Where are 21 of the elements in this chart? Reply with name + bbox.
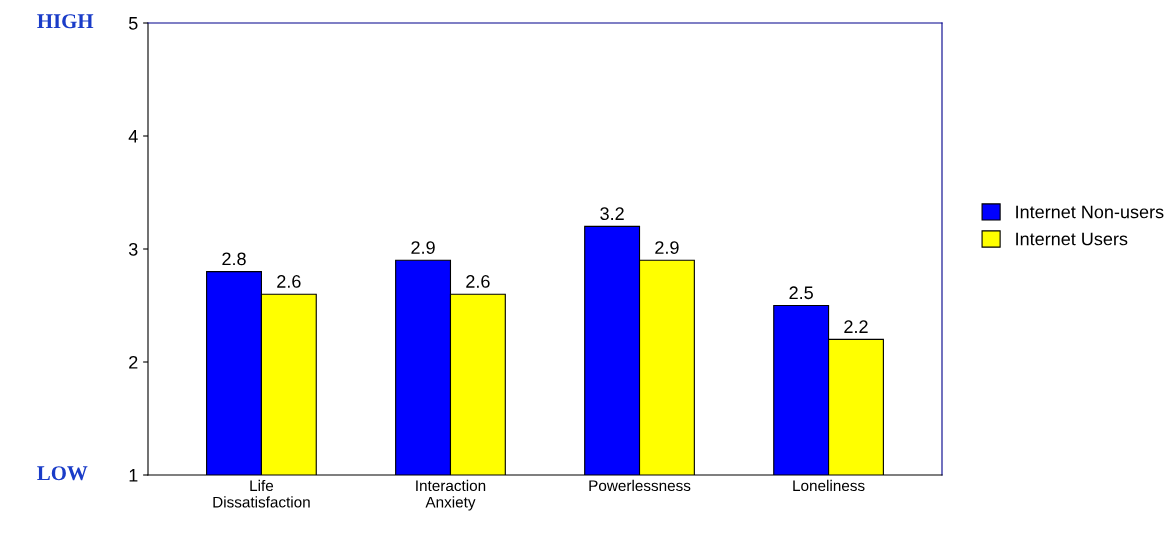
- data-label: 2.9: [655, 241, 679, 254]
- y-tick-label: 5: [128, 17, 138, 30]
- data-label: 2.8: [222, 252, 246, 266]
- legend-label: Internet Non-users: [1016, 205, 1164, 219]
- y-tick-label: 2: [129, 355, 138, 369]
- data-label: 2.6: [277, 275, 301, 288]
- data-label: 2.9: [411, 241, 435, 254]
- x-tick-label: Loneliness: [793, 479, 865, 492]
- data-label: 2.6: [466, 275, 490, 288]
- data-label: 2.2: [844, 320, 868, 333]
- text: LOW: [37, 466, 88, 481]
- y-tick-label: 4: [128, 130, 138, 143]
- x-tick-label: Life Dissatisfaction: [213, 479, 310, 508]
- legend-label: Internet Users: [1016, 232, 1128, 246]
- x-tick-label: Interaction Anxiety: [416, 479, 486, 511]
- x-tick-label: Powerlessness: [589, 479, 691, 492]
- y-tick-label: 1: [129, 469, 138, 482]
- data-label: 2.5: [789, 286, 813, 300]
- y-tick-label: 3: [128, 242, 138, 256]
- text: HIGH: [37, 14, 94, 29]
- data-label: 3.2: [600, 207, 624, 221]
